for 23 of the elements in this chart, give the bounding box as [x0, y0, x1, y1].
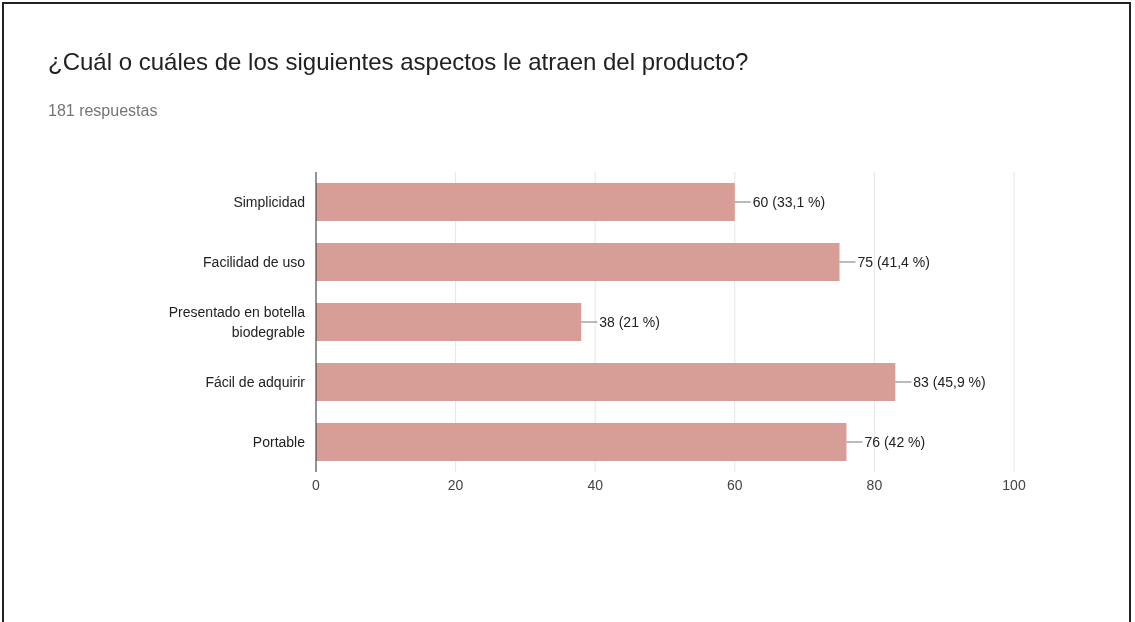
data-label: 76 (42 %) — [864, 434, 926, 450]
y-tick-label: Fácil de adquirir — [205, 374, 306, 390]
y-tick-label: Portable — [252, 434, 306, 450]
bar — [316, 243, 840, 281]
data-label: 83 (45,9 %) — [913, 374, 986, 390]
x-tick-label: 60 — [727, 476, 743, 493]
y-tick-label: Presentado en botella biodegrable — [168, 304, 306, 340]
y-tick-label: Simplicidad — [233, 194, 305, 210]
bar — [316, 423, 847, 461]
x-tick-label: 40 — [587, 476, 604, 493]
data-label: 75 (41,4 %) — [857, 254, 930, 270]
data-label: 38 (21 %) — [599, 314, 660, 330]
x-tick-label: 0 — [312, 476, 321, 493]
x-tick-label: 20 — [447, 476, 464, 493]
bar — [316, 183, 735, 221]
data-label: 60 (33,1 %) — [752, 194, 826, 210]
x-tick-label: 100 — [1002, 476, 1026, 493]
bar — [316, 363, 896, 401]
text: 181 respuestas — [48, 102, 158, 120]
y-tick-label: Facilidad de uso — [203, 254, 306, 270]
chart-title: ¿Cuál o cuáles de los siguientes aspectos le atraen del producto? — [48, 48, 749, 76]
bar — [316, 303, 582, 341]
x-tick-label: 80 — [866, 476, 883, 493]
